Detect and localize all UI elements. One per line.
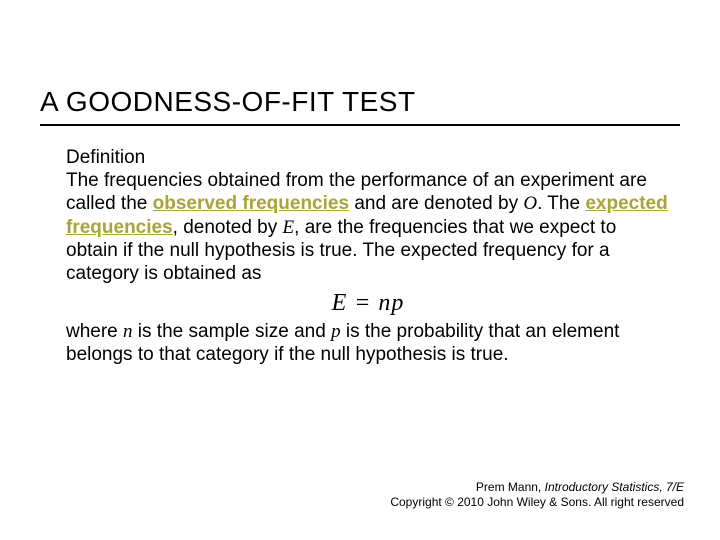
title-area: A GOODNESS-OF-FIT TEST — [40, 86, 680, 126]
footer-book-title: Introductory Statistics, 7/E — [545, 480, 684, 494]
footer: Prem Mann, Introductory Statistics, 7/E … — [390, 480, 684, 510]
keyword-observed-frequencies: observed frequencies — [153, 193, 349, 214]
body-area: Definition The frequencies obtained from… — [66, 146, 670, 367]
def-text-4: , denoted by — [173, 217, 283, 238]
def-text-2: and are denoted by — [349, 193, 523, 214]
footer-author: Prem Mann, — [476, 480, 545, 494]
slide-title: A GOODNESS-OF-FIT TEST — [40, 86, 680, 126]
definition-heading: Definition — [66, 147, 145, 168]
symbol-p: p — [331, 321, 341, 342]
def-text-3: . The — [537, 193, 585, 214]
def-text-6b: is the sample size and — [133, 321, 332, 342]
def-text-6a: where — [66, 321, 123, 342]
symbol-n: n — [123, 321, 133, 342]
symbol-O: O — [523, 193, 537, 214]
formula: E = np — [66, 289, 670, 318]
symbol-E: E — [283, 217, 295, 238]
footer-copyright: Copyright © 2010 John Wiley & Sons. All … — [390, 495, 684, 509]
slide: A GOODNESS-OF-FIT TEST Definition The fr… — [0, 0, 720, 540]
definition-block: Definition The frequencies obtained from… — [66, 146, 670, 367]
